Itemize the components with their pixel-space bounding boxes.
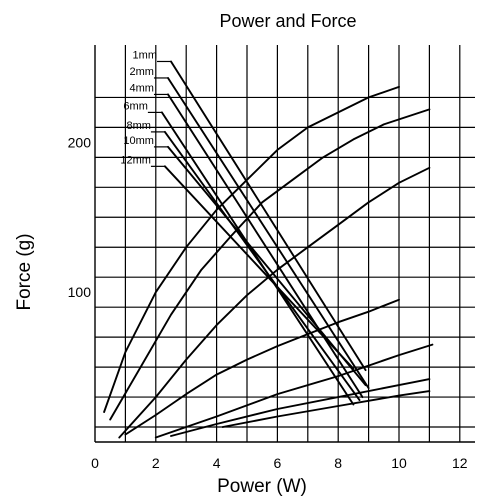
gap-label-2mm: 2mm	[130, 66, 154, 78]
gap-line-4mm	[167, 93, 364, 399]
series-line	[118, 166, 431, 439]
series-line	[103, 85, 400, 413]
x-tick-label: 0	[91, 455, 99, 471]
gap-label-8mm: 8mm	[126, 120, 150, 132]
gap-line-12mm	[163, 165, 355, 370]
gap-label-12mm: 12mm	[120, 154, 151, 166]
y-tick-label: 100	[68, 284, 92, 300]
x-tick-label: 2	[152, 455, 160, 471]
x-tick-label: 12	[452, 455, 468, 471]
series-line	[221, 390, 431, 428]
series-line	[109, 108, 431, 421]
x-tick-label: 10	[391, 455, 407, 471]
x-axis-label: Power (W)	[217, 476, 307, 497]
series-line	[170, 378, 431, 437]
gap-line-2mm	[167, 77, 370, 390]
gap-line-8mm	[163, 130, 361, 402]
x-tick-label: 8	[334, 455, 342, 471]
gap-line-1mm	[170, 60, 367, 372]
x-tick-label: 6	[274, 455, 282, 471]
x-tick-label: 4	[213, 455, 221, 471]
gap-label-6mm: 6mm	[123, 100, 147, 112]
chart-title: Power and Force	[219, 11, 356, 31]
plot-area: 0 2 4 6 8 10 12 100 200 1mm 2mm 4mm 6mm 8mm 10mm 12mm	[68, 45, 475, 471]
y-axis-label: Force (g)	[14, 233, 35, 310]
y-tick-label: 200	[68, 134, 92, 150]
gap-label-10mm: 10mm	[123, 135, 154, 147]
gap-label-4mm: 4mm	[130, 82, 154, 94]
gap-label-1mm: 1mm	[133, 49, 157, 61]
series-line	[124, 298, 400, 436]
series-line	[154, 343, 434, 439]
